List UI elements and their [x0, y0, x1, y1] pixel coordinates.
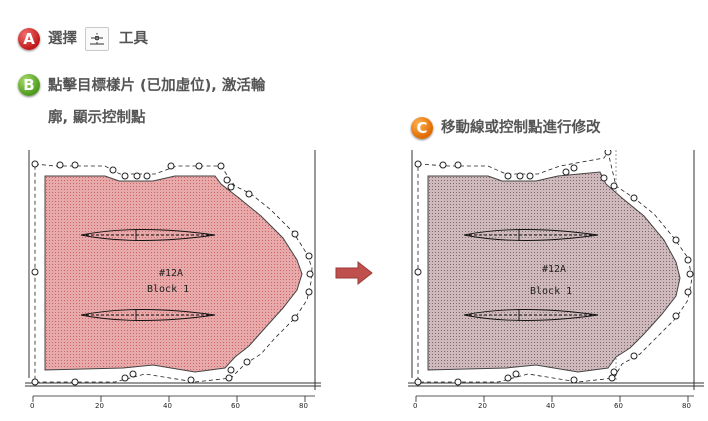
step-c: C 移動線或控制點進行修改	[411, 116, 601, 140]
ruler-label-40: 40	[163, 402, 172, 410]
piece-title: #12A	[542, 264, 566, 275]
ruler-left	[32, 395, 315, 402]
piece-subtitle: Block 1	[530, 286, 572, 297]
step-b-line1: 點擊目標樣片 (已加虛位), 激活輪	[48, 78, 266, 94]
ruler-label-20: 20	[95, 402, 104, 410]
ruler-label-80: 80	[299, 402, 308, 410]
ruler-label-60: 60	[231, 402, 240, 410]
ruler-label-0: 0	[30, 402, 34, 410]
dart-upper	[80, 229, 216, 241]
step-c-badge: C	[411, 117, 433, 139]
step-b: B 點擊目標樣片 (已加虛位), 激活輪 廓, 顯示控制點	[18, 74, 265, 130]
ruler-label-80: 80	[682, 402, 691, 410]
step-a-text-after: 工具	[119, 31, 148, 47]
piece-subtitle: Block 1	[147, 284, 189, 295]
piece-title: #12A	[159, 268, 183, 279]
step-a-badge: A	[18, 28, 40, 50]
control-points	[31, 160, 314, 386]
ruler-label-20: 20	[478, 402, 487, 410]
pattern-outline-seam	[34, 163, 313, 383]
step-a: A 選擇 工具	[18, 27, 148, 51]
step-b-badge: B	[18, 74, 40, 96]
left-pattern-panel: #12A Block 1 0 20 40 60 80	[25, 150, 321, 410]
select-point-tool-icon[interactable]	[85, 27, 109, 51]
pattern-piece-left	[44, 175, 303, 373]
pattern-piece-right	[427, 171, 681, 373]
next-arrow-icon	[335, 260, 373, 286]
ruler-label-60: 60	[614, 402, 623, 410]
step-b-line2: 廓, 顯示控制點	[48, 110, 146, 126]
step-a-text-before: 選擇	[48, 31, 77, 47]
dart-lower	[80, 309, 216, 321]
right-pattern-panel: #12A Block 1 0 20 40 60 80	[408, 150, 704, 410]
ruler-label-0: 0	[413, 402, 417, 410]
ruler-label-40: 40	[546, 402, 555, 410]
step-c-text: 移動線或控制點進行修改	[441, 120, 601, 136]
